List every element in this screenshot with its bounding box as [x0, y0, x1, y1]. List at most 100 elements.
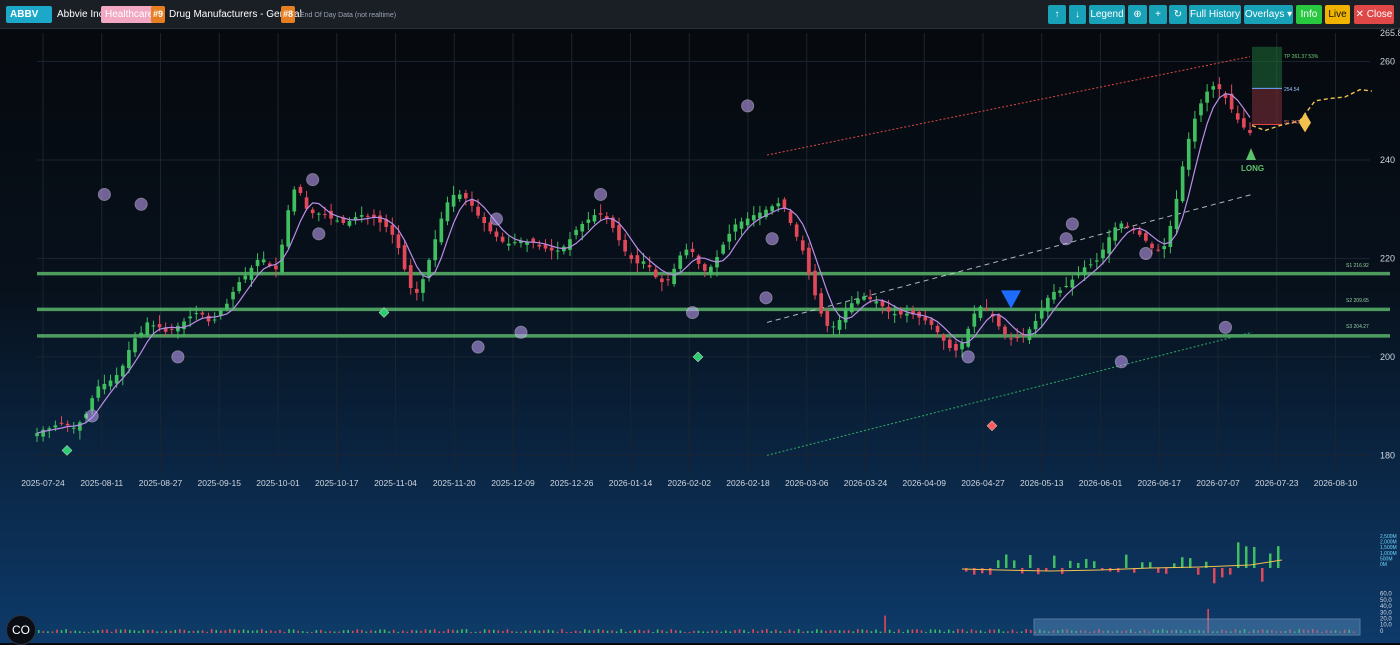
navigator-bar — [138, 631, 140, 633]
navigator-panel[interactable]: 1,00060,050,040,030,020,010,00 — [0, 590, 1400, 643]
navigator-bar — [579, 631, 582, 633]
navigator-bar — [1007, 631, 1009, 633]
pattern-circle-marker — [741, 99, 755, 113]
navigator-bar — [533, 630, 536, 633]
navigator-bar — [511, 631, 513, 633]
candle-body — [947, 339, 952, 349]
support-label-s2: S2 209.65 — [1346, 298, 1369, 304]
navigator-bar — [106, 629, 108, 633]
navigator-selection[interactable] — [1033, 618, 1361, 636]
volume-bar — [1053, 555, 1056, 568]
sector-badge[interactable]: Healthcare — [101, 6, 158, 23]
navigator-bar — [1079, 630, 1082, 633]
navigator-bar — [133, 630, 136, 633]
candle-body — [402, 245, 407, 270]
candle-body — [280, 244, 284, 273]
navigator-bar — [979, 630, 982, 633]
stop-loss-label: SL 247 — [1284, 120, 1300, 126]
navigator-bar — [361, 630, 363, 633]
candle-body — [843, 309, 848, 323]
navigator-bar — [483, 629, 486, 633]
signal-triangle-marker — [1001, 290, 1021, 309]
candle-body — [390, 225, 395, 235]
navigator-bar — [857, 629, 859, 633]
navigator-axis-label: 0 — [1380, 629, 1384, 635]
candle-body — [1045, 297, 1050, 312]
candle-body — [457, 194, 462, 200]
navigator-bar — [142, 629, 145, 633]
candlesticks — [35, 77, 1252, 443]
y-tick-label: 180 — [1380, 450, 1395, 460]
ticker-badge[interactable]: ABBV — [6, 6, 52, 23]
navigator-bar — [1339, 631, 1341, 633]
chart-options-icon[interactable]: CO — [6, 615, 36, 645]
arrow-down-icon[interactable]: ↓ — [1069, 5, 1086, 24]
navigator-bar — [1075, 630, 1077, 633]
navigator-bar — [1039, 629, 1041, 633]
navigator-bar — [1057, 630, 1059, 633]
overlays-dropdown[interactable]: Overlays ▾ — [1244, 5, 1293, 24]
arrow-up-icon[interactable]: ↑ — [1048, 5, 1066, 24]
price-chart[interactable]: 265.8 180 200 220 240 260 2025-07-24 2025-08-… — [0, 28, 1400, 528]
volume-bar — [1093, 561, 1096, 568]
candle-body — [1211, 86, 1216, 90]
candle-body — [1223, 93, 1228, 98]
candle-body — [378, 215, 382, 223]
support-lines — [37, 271, 1390, 338]
plus-icon[interactable]: + — [1149, 5, 1167, 24]
x-tick-label: 2026-02-18 — [726, 478, 770, 488]
candle-body — [384, 219, 389, 227]
navigator-bar — [825, 630, 827, 633]
refresh-icon[interactable]: ↻ — [1169, 5, 1187, 24]
zoom-icon[interactable]: ⊕ — [1128, 5, 1147, 24]
live-button[interactable]: Live — [1325, 5, 1350, 24]
x-tick-label: 2025-12-09 — [491, 478, 535, 488]
candle-body — [623, 239, 627, 252]
navigator-bar — [993, 629, 996, 633]
navigator-bar — [119, 629, 122, 633]
navigator-bar — [515, 631, 518, 633]
signal-diamond-marker — [692, 351, 704, 363]
candle-body — [157, 324, 162, 328]
company-name: Abbvie Inc — [57, 9, 104, 20]
stop-loss-zone — [1252, 88, 1282, 125]
navigator-bar — [497, 630, 500, 633]
volume-bar — [1101, 568, 1104, 571]
candle-body — [200, 312, 205, 315]
navigator-bar — [233, 629, 236, 633]
candle-body — [690, 248, 695, 253]
legend-button[interactable]: Legend — [1089, 5, 1125, 24]
candle-body — [935, 325, 940, 333]
full-history-button[interactable]: Full History — [1189, 5, 1241, 24]
chart-grid — [37, 33, 1370, 476]
close-button[interactable]: ✕ Close — [1354, 5, 1394, 24]
navigator-bar — [1002, 631, 1005, 633]
navigator-bar — [379, 629, 381, 633]
candle-body — [488, 222, 493, 232]
volume-axis-label: 0M — [1380, 562, 1387, 568]
navigator-bar — [643, 630, 645, 633]
candle-body — [274, 265, 278, 270]
navigator-bar — [502, 631, 504, 633]
candle-body — [102, 383, 107, 390]
navigator-bar — [715, 630, 718, 633]
navigator-bar — [506, 629, 509, 633]
info-button[interactable]: Info — [1296, 5, 1322, 24]
candle-body — [923, 316, 928, 321]
navigator-bar — [693, 630, 695, 633]
navigator-bar — [816, 629, 818, 633]
navigator-bar — [110, 631, 113, 633]
navigator-bar — [165, 630, 167, 633]
navigator-bar — [1184, 631, 1187, 633]
candle-body — [978, 306, 983, 318]
volume-bar — [1189, 558, 1192, 568]
navigator-bar — [1166, 630, 1168, 633]
candle-body — [525, 241, 529, 245]
navigator-bar — [875, 629, 877, 633]
navigator-bar — [756, 631, 759, 633]
navigator-bar — [697, 630, 700, 633]
candle-body — [218, 310, 223, 316]
navigator-bar — [1207, 608, 1209, 633]
navigator-axis-label: 50,0 — [1380, 598, 1392, 604]
